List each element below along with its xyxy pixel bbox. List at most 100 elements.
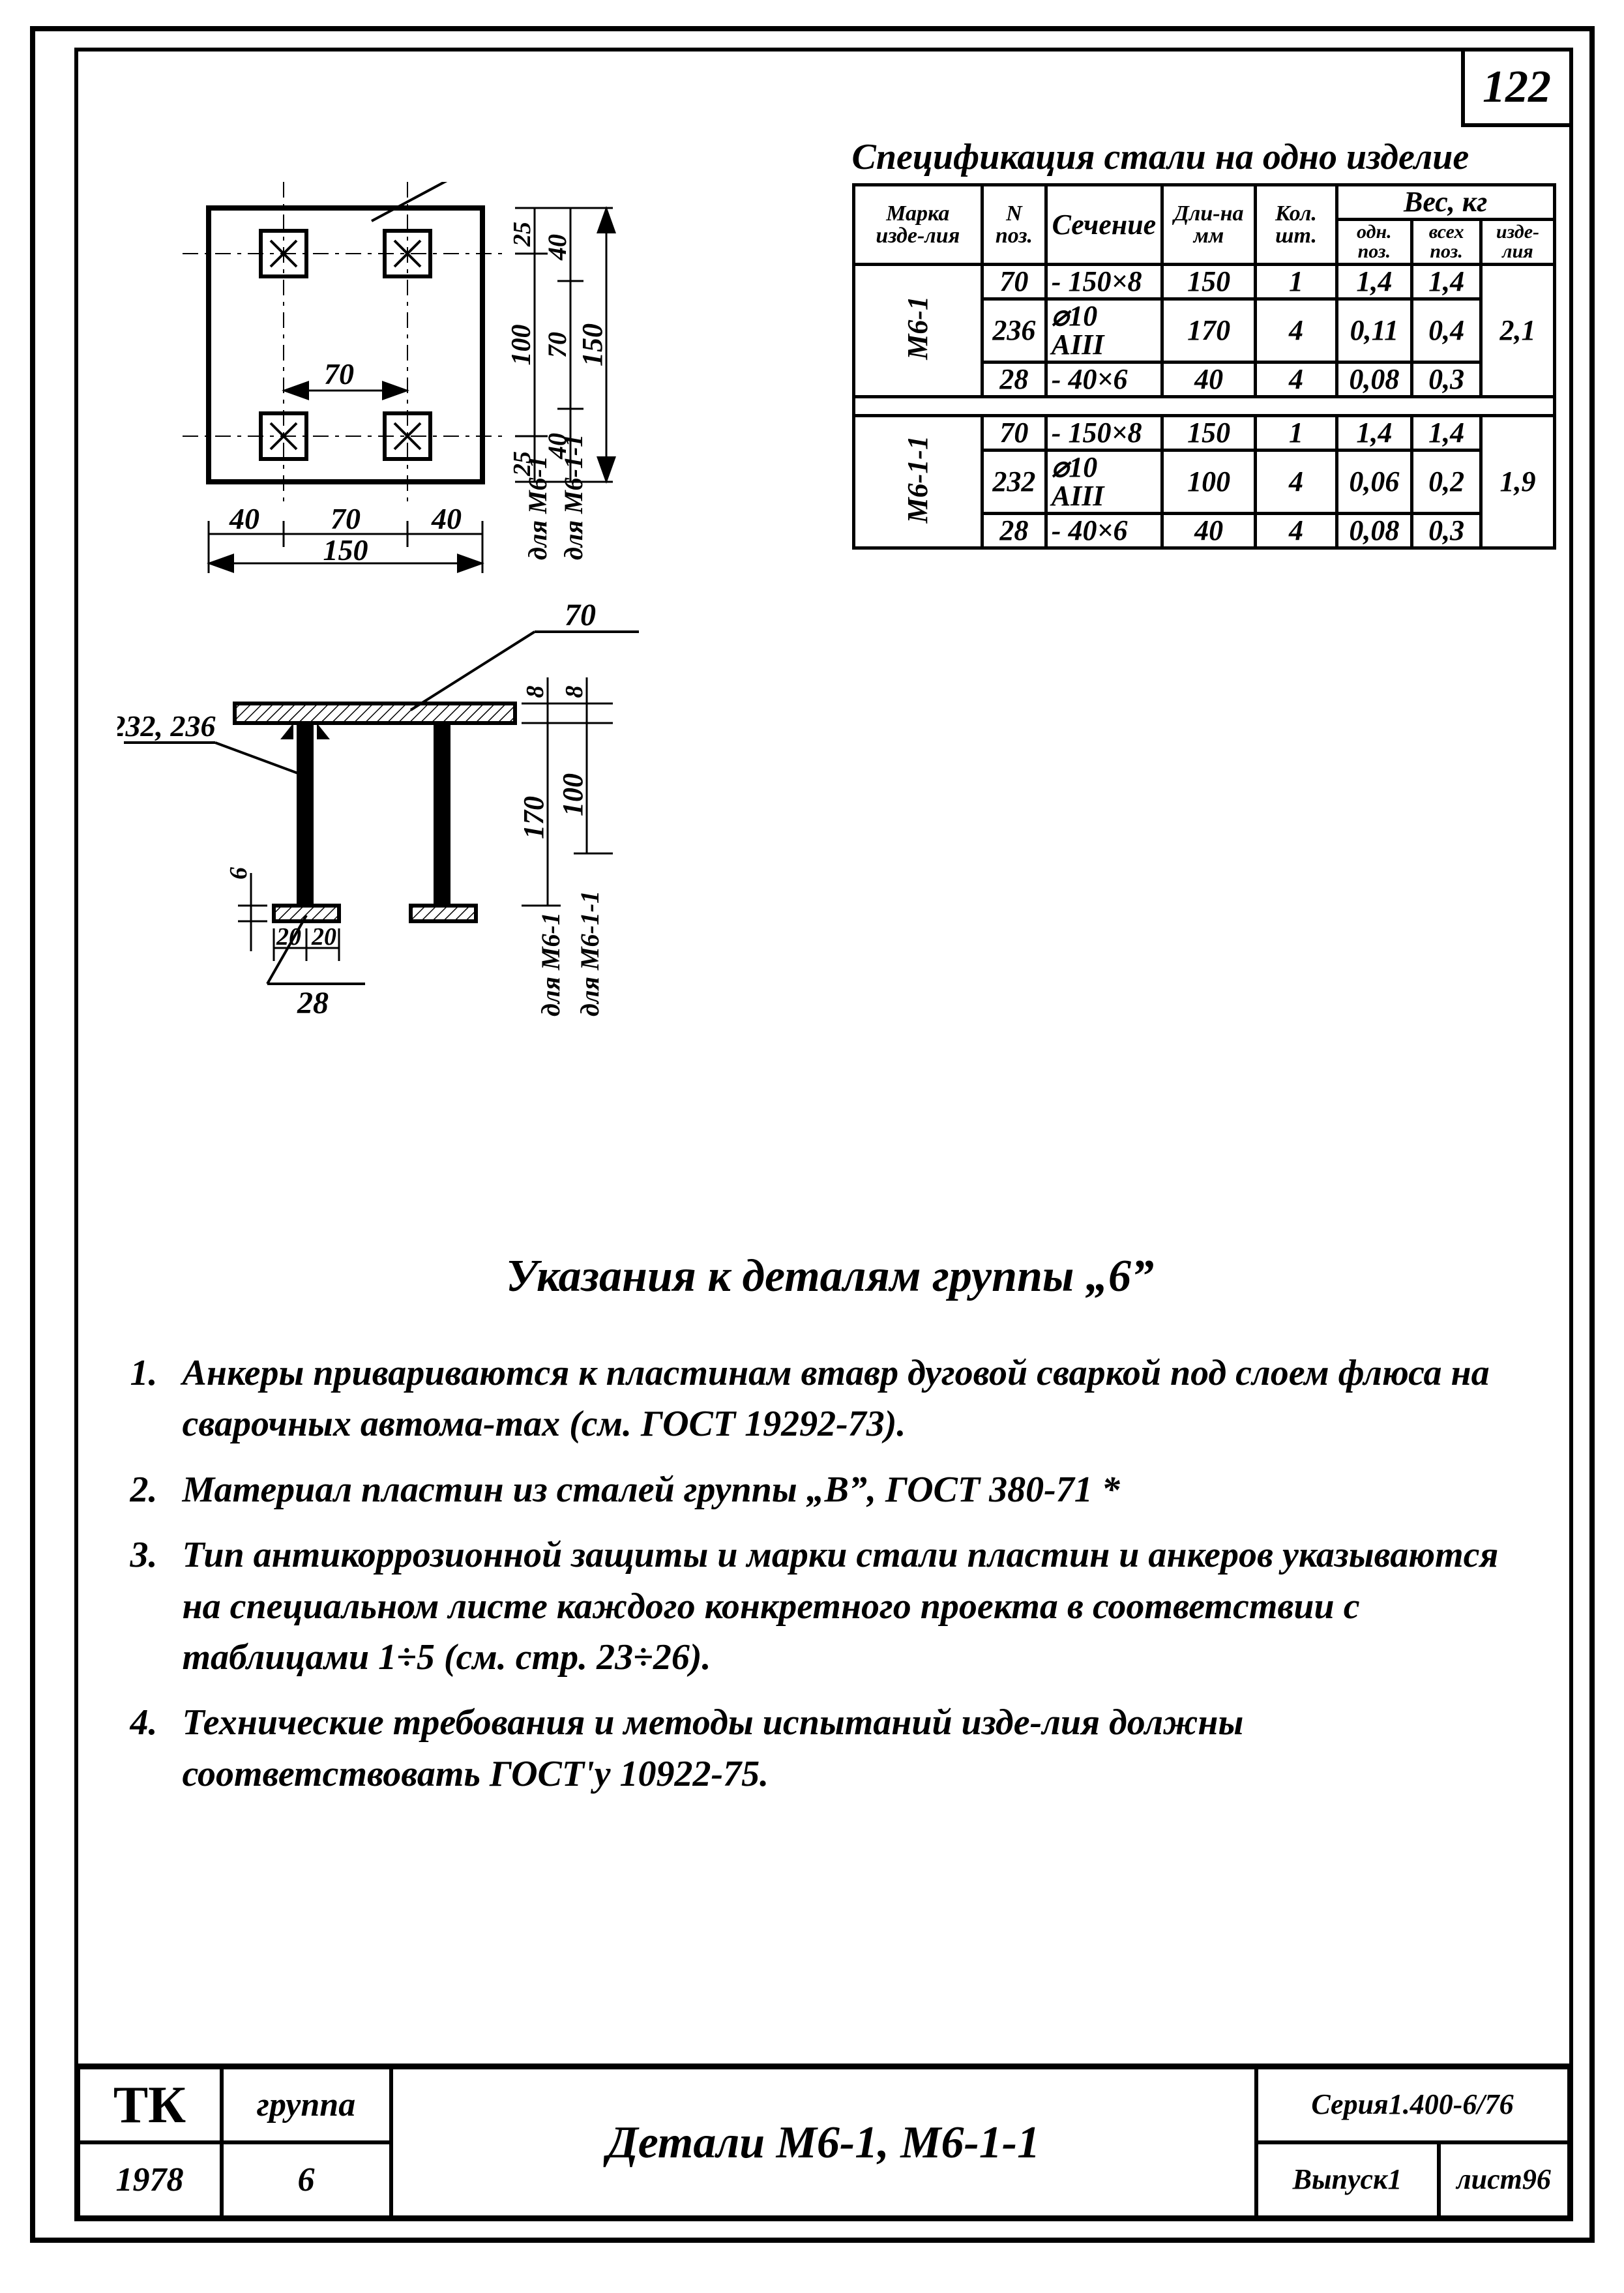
dim-label: 150 xyxy=(576,323,608,366)
tb-issue: Выпуск 1 xyxy=(1256,2142,1439,2217)
cell-pos: 232 xyxy=(982,451,1046,514)
cell-w2: 1,4 xyxy=(1411,265,1481,299)
tb-series: Серия 1.400-6/76 xyxy=(1256,2067,1569,2142)
table-row: М6-1 70 - 150×8 150 1 1,4 1,4 2,1 xyxy=(853,265,1554,299)
cell-pos: 236 xyxy=(982,299,1046,362)
dim-label: 25 xyxy=(509,222,536,247)
dim-label: 20 xyxy=(311,923,336,951)
cell-sect: - 150×8 xyxy=(1046,265,1162,299)
specification-block: Спецификация стали на одно изделие Марка… xyxy=(852,136,1556,550)
drawing-svg: 70 40 70 40 150 xyxy=(117,182,834,1062)
cell-sect: ⌀10 АIII xyxy=(1046,451,1162,514)
cell-len: 100 xyxy=(1162,451,1256,514)
dim-label: 40 xyxy=(431,502,462,535)
table-row: М6-1-1 70 - 150×8 150 1 1,4 1,4 1,9 xyxy=(853,416,1554,451)
specification-table: Марка изде-лия N поз. Сечение Дли-на мм … xyxy=(852,183,1556,550)
cell-w2: 0,3 xyxy=(1411,362,1481,397)
cell-qty: 4 xyxy=(1256,362,1337,397)
cell-w1: 1,4 xyxy=(1336,265,1411,299)
dim-label: 100 xyxy=(557,773,589,816)
cell-w1: 0,08 xyxy=(1336,362,1411,397)
th-len: Дли-на мм xyxy=(1162,185,1256,265)
dim-label: 20 xyxy=(276,923,301,951)
cell-sect: - 40×6 xyxy=(1046,362,1162,397)
specification-title: Спецификация стали на одно изделие xyxy=(852,136,1556,178)
dim-label: 100 xyxy=(507,325,537,366)
notes-title: Указания к деталям группы „6” xyxy=(130,1245,1530,1309)
th-pos: N поз. xyxy=(982,185,1046,265)
dim-label: 70 xyxy=(331,502,361,535)
th-weight: Вес, кг xyxy=(1336,185,1554,220)
cell-w1: 1,4 xyxy=(1336,416,1411,451)
dim-label: для М6-1 xyxy=(536,912,565,1016)
dim-label: 40 xyxy=(542,234,572,261)
cell-len: 40 xyxy=(1162,514,1256,548)
cell-w2: 0,3 xyxy=(1411,514,1481,548)
page-number-box: 122 xyxy=(1461,48,1573,127)
cell-w1: 0,06 xyxy=(1336,451,1411,514)
cell-w1: 0,08 xyxy=(1336,514,1411,548)
cell-total: 1,9 xyxy=(1481,416,1554,548)
note-item: Материал пластин из сталей группы „В”, Г… xyxy=(130,1464,1530,1515)
inner-frame: 122 Спецификация стали на одно изделие М… xyxy=(74,48,1573,2221)
th-w1: одн. поз. xyxy=(1336,220,1411,265)
th-qty: Кол. шт. xyxy=(1256,185,1337,265)
cell-qty: 4 xyxy=(1256,514,1337,548)
tb-sheet: лист 96 xyxy=(1439,2142,1569,2217)
tb-main: Детали М6-1, М6-1-1 xyxy=(391,2067,1256,2217)
header-row-1: Марка изде-лия N поз. Сечение Дли-на мм … xyxy=(853,185,1554,220)
cell-len: 40 xyxy=(1162,362,1256,397)
dim-label: для М6-1-1 xyxy=(559,434,588,560)
cell-mark: М6-1-1 xyxy=(853,416,982,548)
cell-len: 170 xyxy=(1162,299,1256,362)
drawing-sheet: 122 Спецификация стали на одно изделие М… xyxy=(30,26,1595,2243)
plan-view: 70 40 70 40 150 xyxy=(183,182,665,573)
title-block: ТК группа Детали М6-1, М6-1-1 Серия 1.40… xyxy=(74,2064,1573,2221)
cell-qty: 1 xyxy=(1256,416,1337,451)
leader-label: 232, 236 xyxy=(117,709,216,743)
cell-qty: 4 xyxy=(1256,299,1337,362)
cell-mark: М6-1 xyxy=(853,265,982,397)
cell-qty: 4 xyxy=(1256,451,1337,514)
cell-sect: ⌀10 АIII xyxy=(1046,299,1162,362)
dim-label: 150 xyxy=(323,533,368,567)
th-sect: Сечение xyxy=(1046,185,1162,265)
dim-label: для М6-1-1 xyxy=(575,891,604,1016)
cell-pos: 28 xyxy=(982,362,1046,397)
cell-len: 150 xyxy=(1162,265,1256,299)
cell-sect: - 40×6 xyxy=(1046,514,1162,548)
dim-label: 8 xyxy=(561,686,588,698)
leader-label: 70 xyxy=(565,598,596,632)
notes-block: Указания к деталям группы „6” Анкеры при… xyxy=(130,1245,1530,1814)
notes-list: Анкеры привариваются к пластинам втавр д… xyxy=(130,1348,1530,1799)
cell-qty: 1 xyxy=(1256,265,1337,299)
th-mark: Марка изде-лия xyxy=(853,185,982,265)
note-item: Тип антикоррозионной защиты и марки стал… xyxy=(130,1530,1530,1683)
leader-label: 28 xyxy=(297,986,329,1020)
cell-total: 2,1 xyxy=(1481,265,1554,397)
cell-w2: 0,4 xyxy=(1411,299,1481,362)
note-item: Анкеры привариваются к пластинам втавр д… xyxy=(130,1348,1530,1450)
dim-label: 8 xyxy=(522,686,549,698)
tb-tk: ТК xyxy=(78,2067,222,2142)
cell-w2: 0,2 xyxy=(1411,451,1481,514)
th-w3: изде-лия xyxy=(1481,220,1554,265)
cell-pos: 70 xyxy=(982,265,1046,299)
dim-label: 70 xyxy=(542,332,572,358)
dim-label: 70 xyxy=(324,357,354,391)
cell-w2: 1,4 xyxy=(1411,416,1481,451)
note-item: Технические требования и методы испытани… xyxy=(130,1697,1530,1799)
dim-label: 6 xyxy=(225,867,252,880)
table-gap xyxy=(853,397,1554,416)
th-w2: всех поз. xyxy=(1411,220,1481,265)
cell-w1: 0,11 xyxy=(1336,299,1411,362)
section-view: 70 232, 236 28 xyxy=(117,598,639,1020)
cell-pos: 70 xyxy=(982,416,1046,451)
page-number: 122 xyxy=(1483,61,1551,113)
dim-label: 170 xyxy=(518,796,550,839)
cell-pos: 28 xyxy=(982,514,1046,548)
tb-group-lbl: группа xyxy=(222,2067,391,2142)
dim-label: для М6-1 xyxy=(523,456,552,560)
dim-label: 40 xyxy=(229,502,259,535)
drawing-area: 70 40 70 40 150 xyxy=(117,182,834,1062)
